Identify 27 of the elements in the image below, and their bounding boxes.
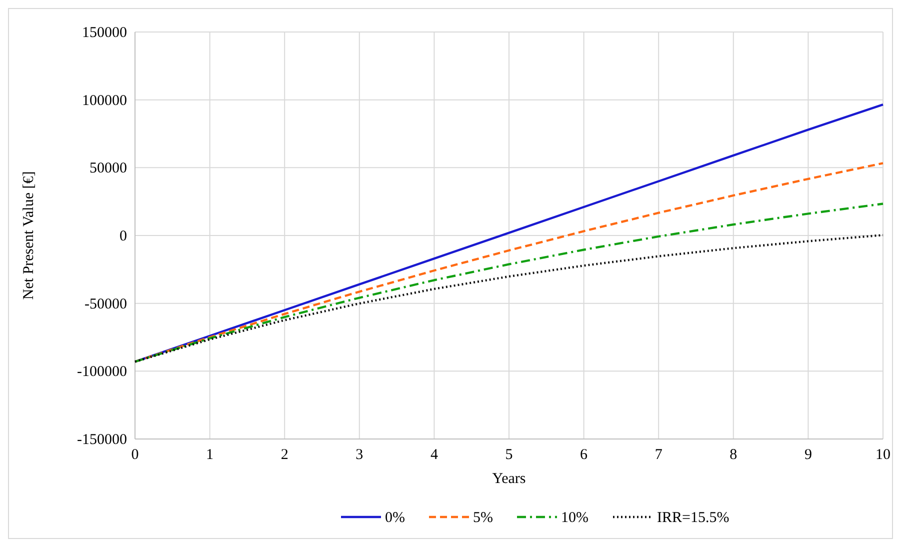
- line-series: [134, 234, 884, 363]
- x-tick-label: 0: [131, 447, 139, 463]
- legend-label: IRR=15.5%: [657, 510, 730, 526]
- x-tick-label: 1: [206, 447, 214, 463]
- line-series: [134, 202, 884, 363]
- y-tick-label: 0: [120, 228, 127, 244]
- y-tick-label: -100000: [77, 364, 127, 380]
- legend-label: 0%: [385, 510, 405, 526]
- y-tick-label: 50000: [90, 160, 127, 177]
- x-tick-label: 4: [430, 447, 438, 463]
- x-axis-title: Years: [492, 471, 526, 487]
- x-tick-label: 10: [876, 447, 890, 463]
- line-series: [134, 103, 884, 363]
- x-tick-label: 7: [654, 447, 663, 463]
- x-tick-label: 6: [580, 447, 588, 463]
- legend-label: 5%: [473, 510, 493, 526]
- x-tick-label: 9: [804, 447, 812, 463]
- legend-label: 10%: [561, 510, 588, 526]
- y-tick-label: -150000: [77, 432, 127, 448]
- y-axis-title: Net Present Value [€]: [21, 171, 37, 300]
- x-tick-label: 3: [356, 447, 364, 463]
- y-tick-label: -50000: [84, 296, 127, 312]
- x-tick-label: 5: [505, 447, 513, 463]
- x-tick-label: 2: [280, 447, 288, 463]
- x-tick-label: 8: [730, 447, 738, 463]
- y-tick-label: 150000: [82, 25, 127, 41]
- y-tick-label: 100000: [82, 92, 127, 109]
